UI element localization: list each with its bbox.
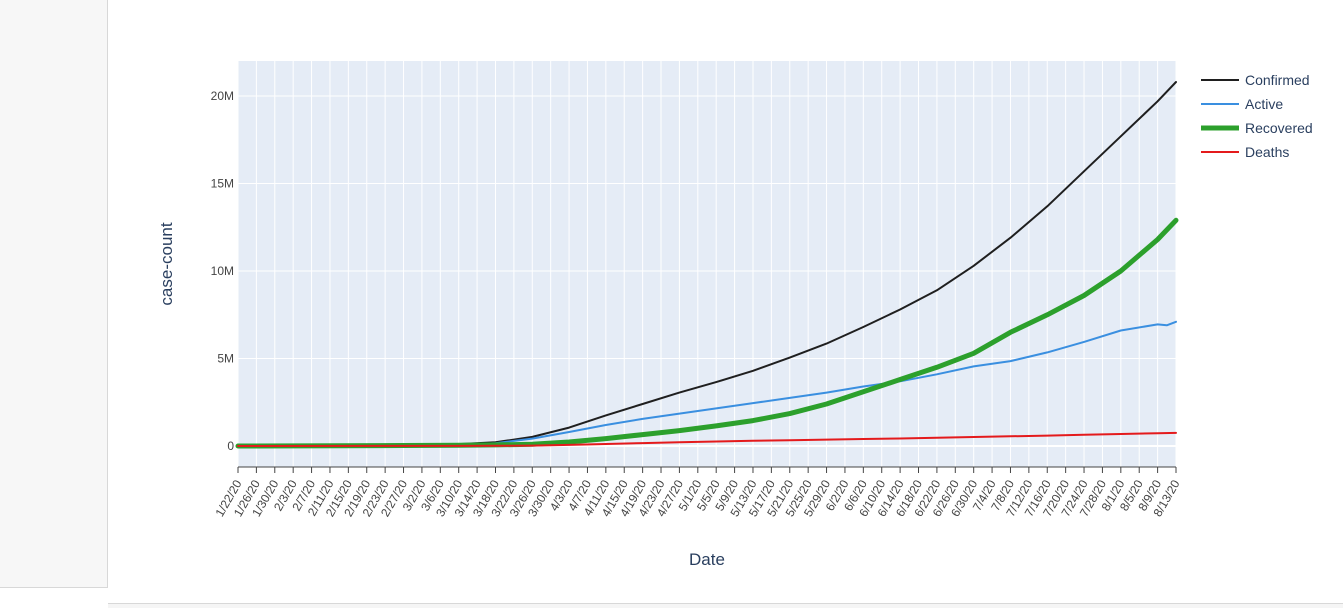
series-line-confirmed[interactable] xyxy=(237,81,1177,447)
x-gridlines xyxy=(237,61,1177,467)
y-tick-label: 15M xyxy=(211,177,234,191)
series-line-recovered[interactable] xyxy=(235,217,1179,449)
legend-label: Confirmed xyxy=(1245,72,1310,88)
y-axis-title: case-count xyxy=(157,222,176,305)
y-axis: 0 5M 10M 15M 20M xyxy=(211,89,235,453)
y-tick-label: 0 xyxy=(227,439,234,453)
legend-label: Deaths xyxy=(1245,144,1289,160)
legend-item-confirmed[interactable]: Confirmed xyxy=(1201,72,1310,88)
y-tick-label: 10M xyxy=(211,264,234,278)
x-axis-title: Date xyxy=(689,550,725,569)
series-line-deaths[interactable] xyxy=(237,431,1177,447)
left-panel xyxy=(0,0,108,588)
plot-area xyxy=(238,61,1176,467)
series-lines xyxy=(235,81,1179,449)
legend-item-recovered[interactable]: Recovered xyxy=(1201,120,1313,136)
legend[interactable]: Confirmed Active Recovered Deaths xyxy=(1201,72,1313,160)
y-tick-label: 5M xyxy=(217,352,234,366)
series-line-active[interactable] xyxy=(237,320,1177,447)
bottom-scroll-area xyxy=(108,603,1343,608)
x-axis: 1/22/201/26/201/30/202/3/202/7/202/11/20… xyxy=(212,466,1183,519)
legend-item-deaths[interactable]: Deaths xyxy=(1201,144,1289,160)
y-tick-label: 20M xyxy=(211,89,234,103)
legend-label: Active xyxy=(1245,96,1283,112)
legend-label: Recovered xyxy=(1245,120,1313,136)
legend-item-active[interactable]: Active xyxy=(1201,96,1283,112)
